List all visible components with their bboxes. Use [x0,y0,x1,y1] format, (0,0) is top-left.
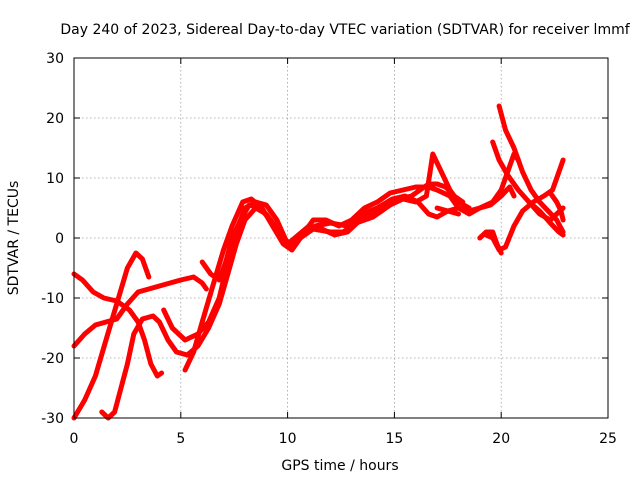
series-line-track-2 [71,274,209,349]
series-line-track-1 [71,271,165,379]
x-tick-label: 0 [70,431,79,447]
series-line-track-12 [477,229,504,256]
series-line-track-4 [99,181,466,421]
axis-ticks: 0 5 10 15 20 25 -30 -20 -10 0 10 20 30 [41,51,617,447]
y-tick-label: -30 [41,411,64,427]
plot-frame [73,57,609,419]
y-axis-label: SDTVAR / TECUs [6,181,22,296]
y-tick-label: 0 [55,231,64,247]
x-tick-label: 15 [385,431,403,447]
x-tick-label: 25 [599,431,617,447]
series-line-track-10 [434,184,517,217]
y-tick-label: -20 [41,351,64,367]
series-line-track-5 [161,151,472,343]
y-tick-label: 20 [46,111,64,127]
y-tick-label: 30 [46,51,64,67]
series-line-track-3 [71,250,152,421]
x-tick-label: 10 [279,431,297,447]
x-axis-label: GPS time / hours [281,458,398,474]
series-line-track-14 [547,190,566,223]
chart-title: Day 240 of 2023, Sidereal Day-to-day VTE… [60,22,630,38]
y-tick-label: -10 [41,291,64,307]
grid [74,58,608,418]
data-series [71,103,566,421]
series-line-track-7 [199,193,461,283]
series-line-track-6 [182,151,521,373]
x-tick-label: 20 [492,431,510,447]
y-tick-label: 10 [46,171,64,187]
x-tick-label: 5 [176,431,185,447]
